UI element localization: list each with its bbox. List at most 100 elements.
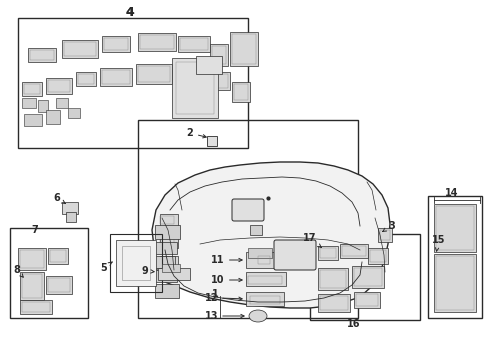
Bar <box>212 46 225 64</box>
Bar <box>317 268 347 290</box>
Bar <box>138 120 357 318</box>
Bar <box>62 40 98 58</box>
Bar <box>18 18 247 148</box>
Bar <box>155 256 175 268</box>
Bar <box>245 272 285 286</box>
Bar <box>245 252 282 268</box>
Bar <box>249 296 280 304</box>
Text: 12: 12 <box>204 293 218 303</box>
Bar <box>136 64 172 84</box>
Text: 16: 16 <box>346 319 360 329</box>
Bar <box>355 294 377 306</box>
Bar <box>158 268 190 280</box>
FancyBboxPatch shape <box>231 199 264 221</box>
Bar <box>140 35 174 49</box>
Bar <box>231 82 249 102</box>
Bar <box>249 225 262 235</box>
Bar <box>319 296 347 310</box>
Text: 3: 3 <box>382 221 394 231</box>
Bar <box>162 264 180 272</box>
Bar <box>160 256 178 268</box>
Bar <box>10 228 88 318</box>
Bar <box>22 274 42 298</box>
Text: 14: 14 <box>445 188 458 198</box>
Text: 4: 4 <box>125 5 134 18</box>
Bar <box>176 62 214 114</box>
Bar <box>427 196 481 318</box>
Bar <box>20 250 44 268</box>
Bar <box>104 38 128 50</box>
Bar <box>229 32 258 66</box>
Bar <box>353 292 379 308</box>
Text: 2: 2 <box>186 128 206 138</box>
Bar <box>155 242 177 254</box>
Bar <box>160 216 174 224</box>
Bar <box>341 246 365 256</box>
Bar <box>30 50 54 60</box>
Text: 1: 1 <box>211 289 218 299</box>
Bar <box>258 256 269 264</box>
Bar <box>178 64 202 82</box>
Bar <box>46 276 72 294</box>
Bar <box>46 78 72 94</box>
Bar <box>377 228 391 242</box>
Bar <box>22 302 50 312</box>
Text: 15: 15 <box>430 235 444 251</box>
Bar <box>155 284 179 298</box>
Bar <box>180 38 207 50</box>
Bar <box>231 34 256 64</box>
Bar <box>68 108 80 118</box>
Bar <box>102 70 130 84</box>
Text: 13: 13 <box>204 311 218 321</box>
Bar <box>160 236 178 248</box>
Bar <box>100 68 132 86</box>
Bar <box>78 74 94 84</box>
Text: 7: 7 <box>32 225 38 235</box>
Bar <box>38 100 48 112</box>
Bar <box>110 234 162 292</box>
Bar <box>209 44 227 66</box>
Text: 17: 17 <box>302 233 321 247</box>
Bar <box>245 292 284 306</box>
Text: 4: 4 <box>125 5 134 18</box>
Bar <box>317 246 337 260</box>
Bar <box>339 244 367 258</box>
Bar <box>433 204 475 252</box>
Bar <box>351 266 383 288</box>
Bar <box>433 254 475 312</box>
Bar <box>369 250 385 262</box>
Bar <box>160 238 174 246</box>
Bar <box>319 248 335 258</box>
Bar <box>138 66 170 82</box>
Bar <box>435 256 473 310</box>
Bar <box>379 230 389 240</box>
Bar <box>172 58 218 118</box>
Bar <box>155 270 177 282</box>
Bar <box>48 248 68 264</box>
Bar <box>247 276 282 284</box>
Bar <box>28 48 56 62</box>
Bar <box>62 202 78 214</box>
Bar <box>234 84 247 100</box>
Bar <box>247 248 271 258</box>
Text: 10: 10 <box>210 275 242 285</box>
Bar <box>20 272 44 300</box>
Bar <box>22 82 42 96</box>
Bar <box>209 74 227 88</box>
Bar <box>116 240 156 286</box>
Bar <box>50 250 66 262</box>
Bar <box>56 98 68 108</box>
Bar <box>24 114 42 126</box>
Text: 8: 8 <box>13 265 23 277</box>
Bar <box>66 212 76 222</box>
Bar <box>64 42 96 56</box>
Bar <box>48 278 70 292</box>
Bar <box>178 36 209 52</box>
Bar <box>138 33 176 51</box>
Bar <box>102 36 130 52</box>
Bar <box>160 214 178 226</box>
Bar <box>319 270 346 288</box>
Text: 9: 9 <box>141 266 154 276</box>
Bar <box>122 246 150 280</box>
Polygon shape <box>152 162 389 308</box>
